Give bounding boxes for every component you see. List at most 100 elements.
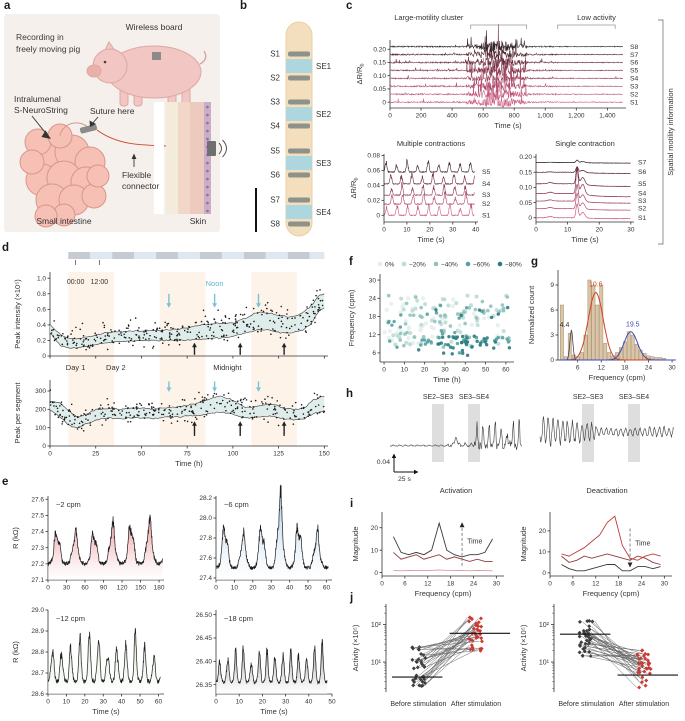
- svg-text:S8: S8: [270, 220, 280, 229]
- svg-text:Recording in: Recording in: [16, 32, 64, 42]
- panel-f-frequency-scatter: 0% −20% −40% −60% −80% 0 10 20 30 40 50 60 6 12 18 24 30…: [347, 262, 522, 385]
- svg-text:20: 20: [249, 585, 257, 592]
- svg-text:~12 cpm: ~12 cpm: [56, 614, 85, 623]
- svg-text:S4: S4: [482, 181, 491, 188]
- svg-text:0.08: 0.08: [367, 153, 380, 160]
- panel-c-single-contraction: 0 10 20 30 0 0.05 0.10 0.15 0.20 Time (s) Single c…: [519, 139, 647, 244]
- svg-text:6: 6: [576, 365, 580, 372]
- panel-letter-i: i: [350, 498, 354, 510]
- svg-text:Time (h): Time (h): [175, 459, 203, 468]
- svg-text:SE2–SE3: SE2–SE3: [573, 394, 603, 401]
- svg-text:10: 10: [403, 227, 411, 234]
- svg-text:10¹: 10¹: [371, 660, 382, 667]
- svg-text:27.1: 27.1: [31, 577, 44, 584]
- svg-text:S3: S3: [630, 84, 639, 91]
- svg-text:120: 120: [117, 585, 128, 592]
- panel-c-side-bracket: Spatial motility information: [658, 19, 675, 245]
- svg-text:0: 0: [548, 581, 552, 588]
- svg-text:4.4: 4.4: [560, 322, 570, 329]
- svg-text:20: 20: [371, 525, 379, 532]
- svg-text:50: 50: [482, 367, 490, 374]
- svg-text:10: 10: [401, 367, 409, 374]
- svg-text:0.20: 0.20: [519, 154, 532, 161]
- svg-text:0.6: 0.6: [37, 307, 46, 314]
- svg-text:27.5: 27.5: [31, 513, 44, 520]
- svg-text:0: 0: [46, 585, 50, 592]
- svg-text:29.0: 29.0: [31, 607, 44, 614]
- svg-text:28.6: 28.6: [31, 691, 44, 698]
- svg-text:26.35: 26.35: [196, 682, 213, 689]
- svg-text:~18 cpm: ~18 cpm: [224, 614, 253, 623]
- svg-text:S7: S7: [270, 196, 280, 205]
- svg-text:S4: S4: [638, 190, 647, 197]
- svg-text:0: 0: [214, 585, 218, 592]
- svg-text:connector: connector: [122, 181, 159, 191]
- svg-text:0: 0: [550, 357, 554, 364]
- svg-text:Activation: Activation: [440, 486, 473, 495]
- svg-text:0.04: 0.04: [367, 183, 380, 190]
- svg-text:0.02: 0.02: [367, 198, 380, 205]
- svg-text:12: 12: [369, 332, 377, 339]
- svg-text:18: 18: [369, 314, 377, 321]
- panel-h-activation-traces: SE2–SE3 SE3–SE4 SE2–SE3 SE3–SE4 0.04 25 s Acti…: [377, 394, 675, 495]
- svg-text:60: 60: [155, 699, 163, 706]
- svg-text:S8: S8: [630, 44, 639, 51]
- svg-text:0.4: 0.4: [37, 322, 46, 329]
- svg-text:0: 0: [376, 212, 380, 219]
- svg-text:Frequency (cpm): Frequency (cpm): [589, 373, 646, 382]
- svg-text:60: 60: [323, 585, 331, 592]
- svg-text:27.4: 27.4: [31, 529, 44, 536]
- svg-text:30: 30: [661, 581, 669, 588]
- svg-text:27.3: 27.3: [31, 545, 44, 552]
- svg-text:10: 10: [63, 699, 71, 706]
- svg-text:Large-motility cluster: Large-motility cluster: [394, 13, 464, 22]
- svg-text:27.6: 27.6: [31, 496, 44, 503]
- svg-text:Small intestine: Small intestine: [36, 216, 92, 226]
- svg-text:1,400: 1,400: [599, 113, 616, 120]
- svg-text:SE2: SE2: [316, 110, 332, 119]
- svg-text:0: 0: [214, 699, 218, 706]
- svg-text:100: 100: [35, 425, 46, 432]
- svg-text:26.50: 26.50: [196, 612, 213, 619]
- svg-text:Suture here: Suture here: [90, 106, 135, 116]
- svg-text:18: 18: [447, 581, 455, 588]
- svg-text:200: 200: [416, 113, 427, 120]
- panel-letter-f: f: [349, 256, 353, 268]
- svg-text:Magnitude: Magnitude: [519, 526, 528, 561]
- svg-text:50: 50: [304, 585, 312, 592]
- svg-text:~2 cpm: ~2 cpm: [56, 500, 81, 509]
- svg-text:24: 24: [369, 295, 377, 302]
- svg-text:10: 10: [231, 585, 239, 592]
- svg-text:3: 3: [550, 332, 554, 339]
- svg-text:Activity (×10⁵): Activity (×10⁵): [519, 624, 528, 671]
- svg-text:50: 50: [328, 699, 336, 706]
- svg-text:28.8: 28.8: [31, 649, 44, 656]
- svg-text:Frequency (cpm): Frequency (cpm): [583, 589, 640, 598]
- svg-text:0: 0: [374, 570, 378, 577]
- panel-letter-e: e: [2, 476, 9, 488]
- svg-text:40: 40: [305, 699, 313, 706]
- svg-text:SE1: SE1: [316, 62, 332, 71]
- svg-text:40: 40: [286, 585, 294, 592]
- svg-text:Low activity: Low activity: [577, 13, 616, 22]
- svg-text:800: 800: [509, 113, 520, 120]
- svg-text:0: 0: [42, 443, 46, 450]
- svg-text:20: 20: [596, 227, 604, 234]
- panel-letter-a: a: [4, 0, 11, 12]
- svg-text:20: 20: [539, 528, 547, 535]
- svg-text:0: 0: [46, 699, 50, 706]
- svg-text:S7: S7: [630, 52, 639, 59]
- svg-text:27.2: 27.2: [31, 561, 44, 568]
- svg-text:After stimulation: After stimulation: [619, 701, 669, 708]
- svg-text:0: 0: [42, 353, 46, 360]
- svg-text:6: 6: [372, 350, 376, 357]
- svg-text:180: 180: [154, 585, 165, 592]
- svg-text:20: 20: [426, 227, 434, 234]
- svg-text:10: 10: [564, 227, 572, 234]
- svg-text:0: 0: [528, 215, 532, 222]
- svg-text:ΔR/Rb: ΔR/Rb: [349, 177, 360, 198]
- svg-text:Multiple contractions: Multiple contractions: [397, 139, 466, 148]
- svg-text:6: 6: [403, 581, 407, 588]
- svg-text:90: 90: [100, 585, 108, 592]
- svg-text:600: 600: [478, 113, 489, 120]
